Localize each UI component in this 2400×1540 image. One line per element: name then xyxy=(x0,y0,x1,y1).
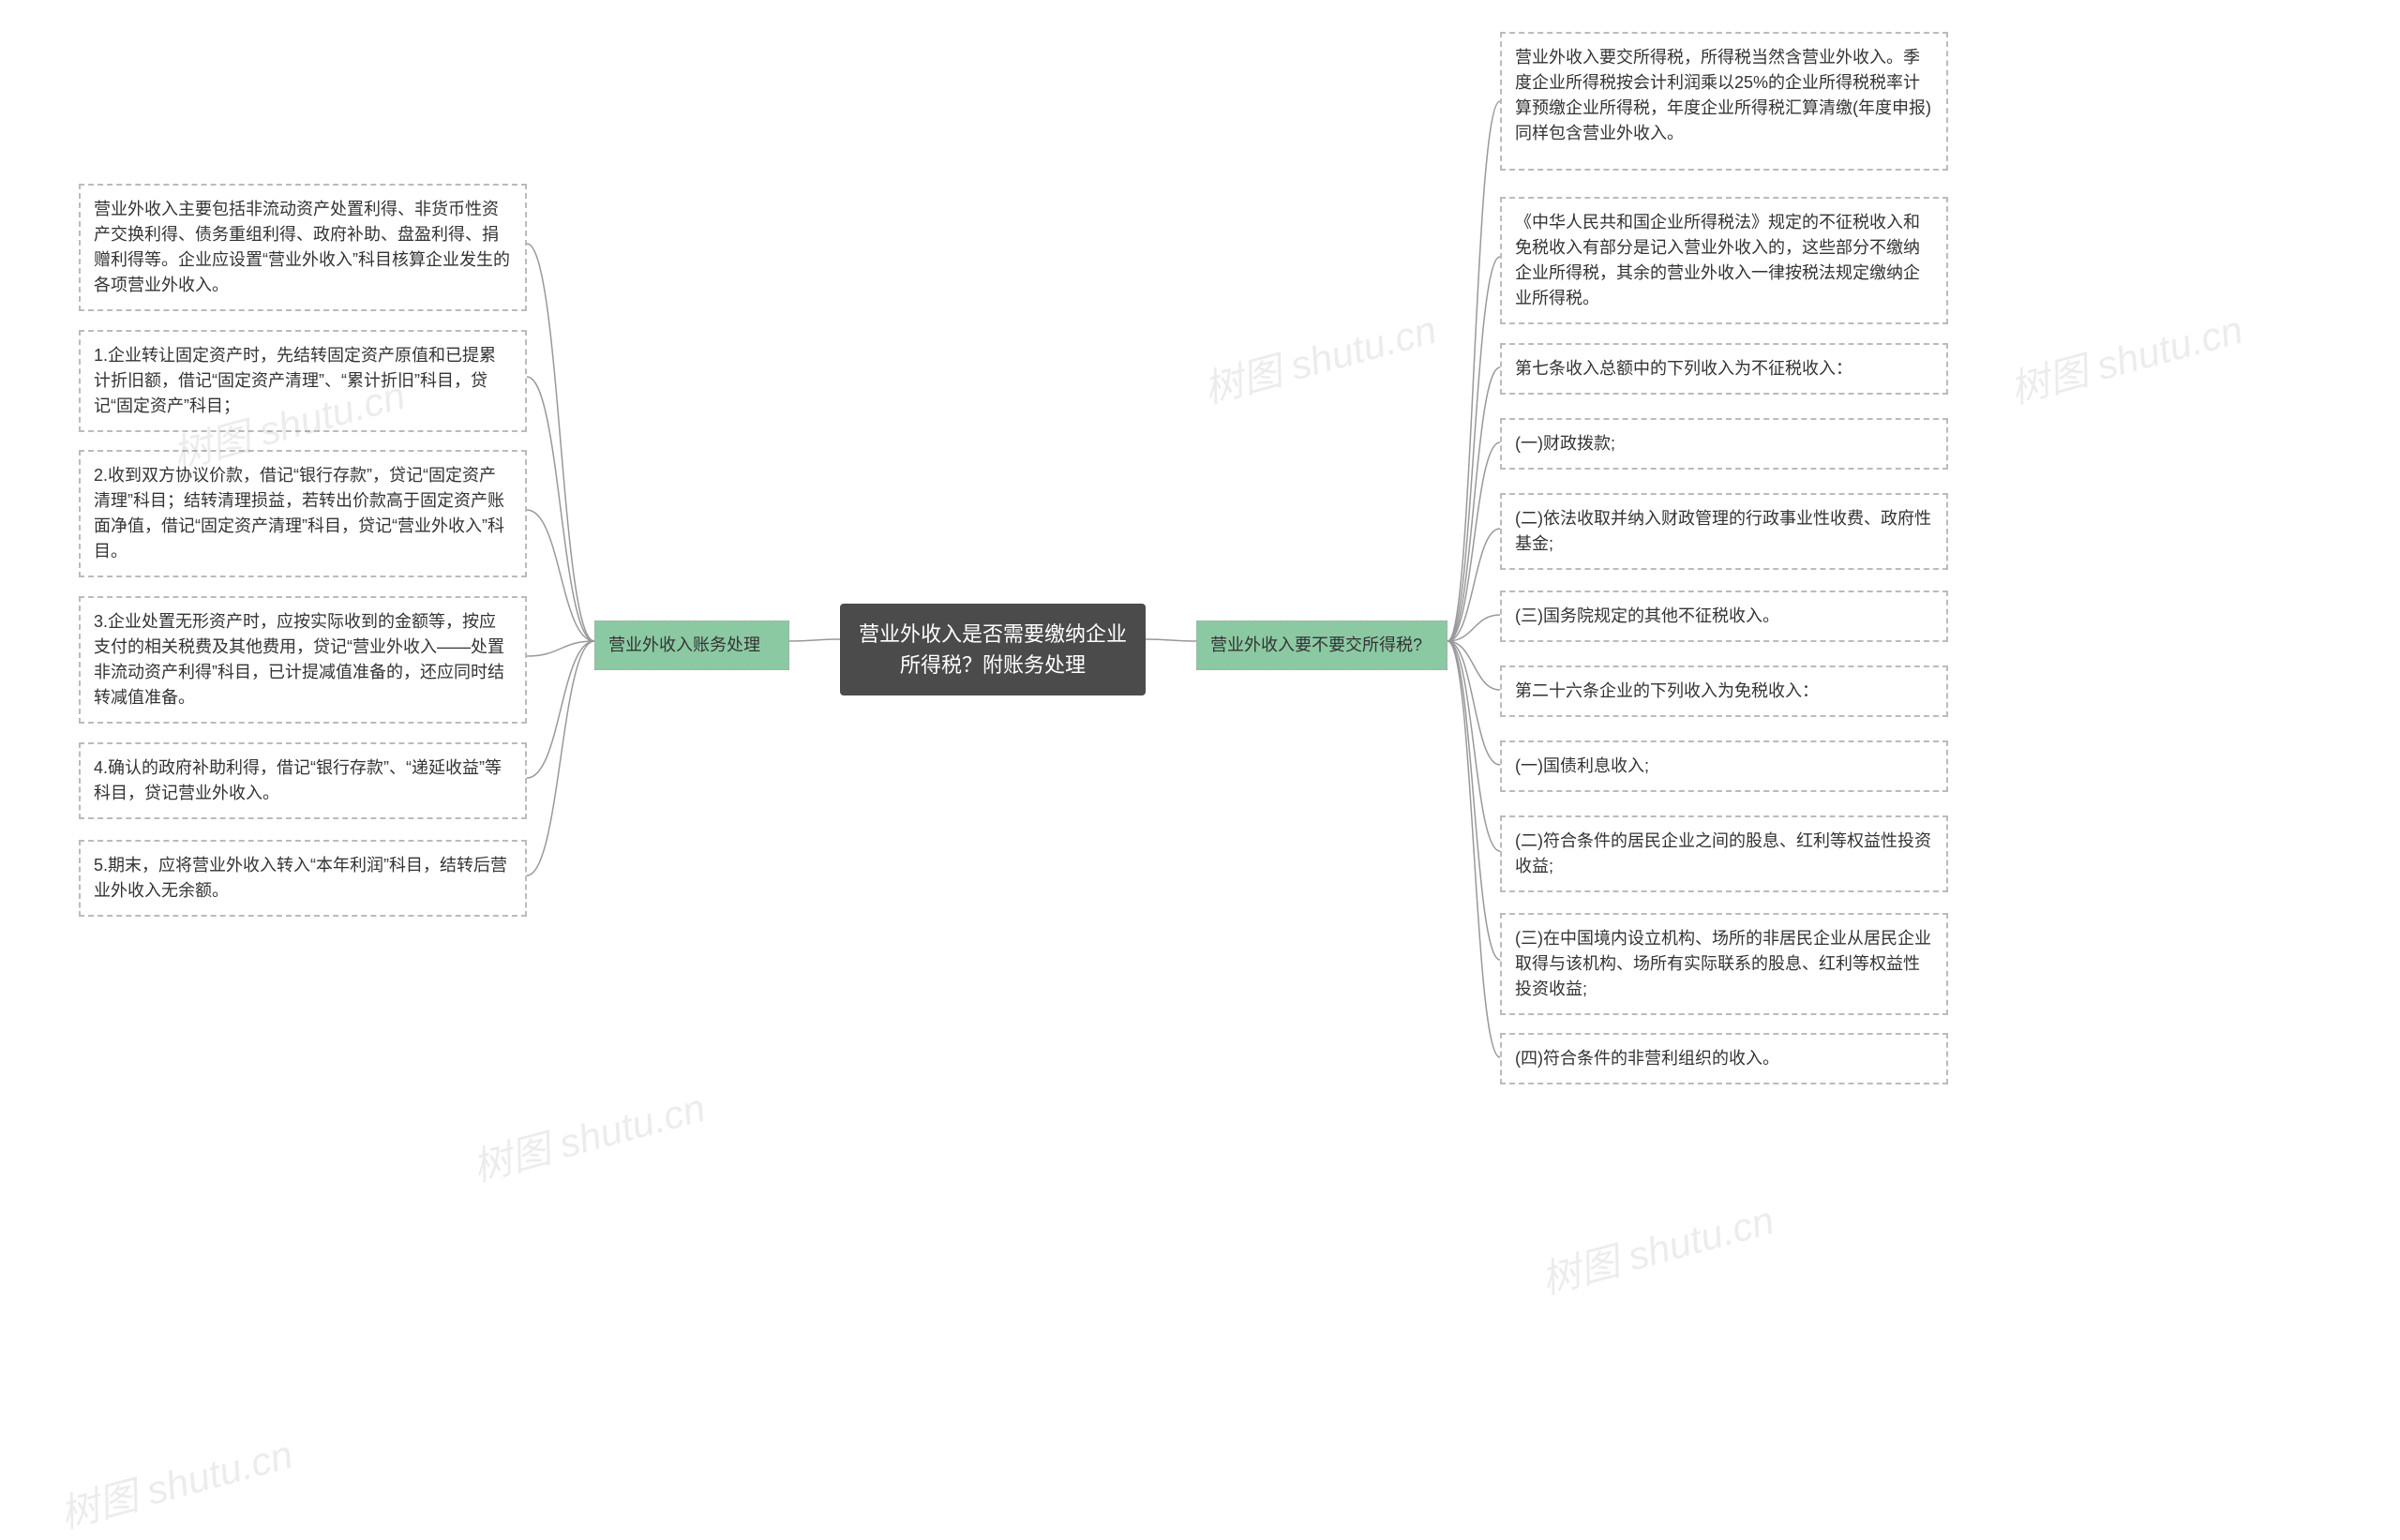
right-leaf-5: (三)国务院规定的其他不征税收入。 xyxy=(1500,591,1948,642)
right-leaf-3: (一)财政拨款; xyxy=(1500,418,1948,470)
watermark: 树图 shutu.cn xyxy=(465,1076,711,1193)
right-leaf-2: 第七条收入总额中的下列收入为不征税收入： xyxy=(1500,343,1948,395)
right-branch: 营业外收入要不要交所得税? xyxy=(1196,620,1448,670)
right-leaf-8: (二)符合条件的居民企业之间的股息、红利等权益性投资收益; xyxy=(1500,815,1948,892)
left-leaf-1: 1.企业转让固定资产时，先结转固定资产原值和已提累计折旧额，借记“固定资产清理”… xyxy=(79,330,527,432)
right-leaf-4: (二)依法收取并纳入财政管理的行政事业性收费、政府性基金; xyxy=(1500,493,1948,570)
left-leaf-4: 4.确认的政府补助利得，借记“银行存款”、“递延收益”等科目，贷记营业外收入。 xyxy=(79,742,527,819)
watermark: 树图 shutu.cn xyxy=(52,1423,298,1540)
right-leaf-6: 第二十六条企业的下列收入为免税收入： xyxy=(1500,665,1948,717)
left-leaf-3: 3.企业处置无形资产时，应按实际收到的金额等，按应支付的相关税费及其他费用，贷记… xyxy=(79,596,527,724)
right-leaf-10: (四)符合条件的非营利组织的收入。 xyxy=(1500,1033,1948,1084)
left-leaf-5: 5.期末，应将营业外收入转入“本年利润”科目，结转后营业外收入无余额。 xyxy=(79,840,527,917)
right-leaf-0: 营业外收入要交所得税，所得税当然含营业外收入。季度企业所得税按会计利润乘以25%… xyxy=(1500,32,1948,171)
right-leaf-9: (三)在中国境内设立机构、场所的非居民企业从居民企业取得与该机构、场所有实际联系… xyxy=(1500,913,1948,1015)
right-leaf-1: 《中华人民共和国企业所得税法》规定的不征税收入和免税收入有部分是记入营业外收入的… xyxy=(1500,197,1948,324)
mindmap-canvas: 营业外收入是否需要缴纳企业所得税？附账务处理 营业外收入账务处理 营业外收入主要包括… xyxy=(0,0,2400,1503)
left-branch: 营业外收入账务处理 xyxy=(594,620,789,670)
left-leaf-2: 2.收到双方协议价款，借记“银行存款”，贷记“固定资产清理”科目；结转清理损益，… xyxy=(79,450,527,577)
left-leaf-0: 营业外收入主要包括非流动资产处置利得、非货币性资产交换利得、债务重组利得、政府补… xyxy=(79,184,527,311)
watermark: 树图 shutu.cn xyxy=(2002,298,2248,415)
watermark: 树图 shutu.cn xyxy=(1196,298,1442,415)
root-node: 营业外收入是否需要缴纳企业所得税？附账务处理 xyxy=(840,604,1146,695)
right-leaf-7: (一)国债利息收入; xyxy=(1500,740,1948,792)
watermark: 树图 shutu.cn xyxy=(1534,1189,1779,1306)
